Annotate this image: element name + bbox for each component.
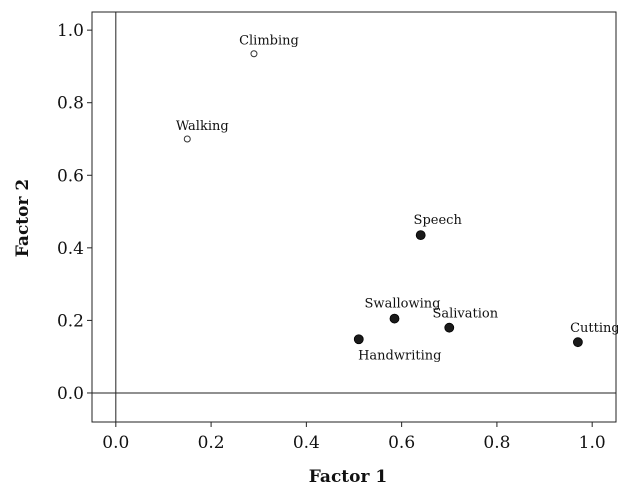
x-axis-title: Factor 1 bbox=[309, 467, 387, 487]
point-swallowing bbox=[389, 313, 400, 324]
point-walking bbox=[183, 135, 191, 143]
x-axis-ticks: 0.0 0.2 0.4 0.6 0.8 1.0 bbox=[102, 422, 606, 453]
y-tick-label: 0.8 bbox=[57, 94, 84, 114]
point-label-handwriting: Handwriting bbox=[358, 348, 441, 363]
x-tick-label: 0.2 bbox=[198, 433, 225, 453]
y-tick-label: 0.6 bbox=[57, 166, 84, 186]
point-label-climbing: Climbing bbox=[239, 34, 299, 49]
point-label-cutting: Cutting bbox=[570, 321, 618, 336]
point-handwriting bbox=[353, 334, 364, 345]
y-axis-title: Factor 2 bbox=[13, 179, 33, 257]
plot-frame bbox=[91, 11, 617, 423]
point-label-speech: Speech bbox=[414, 213, 463, 228]
point-label-walking: Walking bbox=[176, 119, 229, 134]
point-salivation bbox=[444, 322, 455, 333]
y-tick-label: 0.0 bbox=[57, 384, 84, 404]
data-points: Climbing Walking Speech SwallowingSalivatio… bbox=[176, 34, 618, 364]
x-tick-label: 0.8 bbox=[483, 433, 510, 453]
x-tick-label: 0.0 bbox=[102, 433, 129, 453]
x-tick-label: 1.0 bbox=[579, 433, 606, 453]
point-speech bbox=[415, 230, 426, 241]
y-tick-label: 0.4 bbox=[57, 239, 84, 259]
y-tick-label: 1.0 bbox=[57, 21, 84, 41]
point-label-swallowing: Swallowing bbox=[365, 297, 441, 312]
y-axis-ticks: 0.0 0.2 0.4 0.6 0.8 1.0 bbox=[57, 21, 92, 404]
x-tick-label: 0.6 bbox=[388, 433, 415, 453]
x-tick-label: 0.4 bbox=[293, 433, 320, 453]
point-label-salivation: Salivation bbox=[432, 307, 498, 322]
y-tick-label: 0.2 bbox=[57, 311, 84, 331]
point-climbing bbox=[250, 50, 258, 58]
point-cutting bbox=[572, 337, 583, 348]
